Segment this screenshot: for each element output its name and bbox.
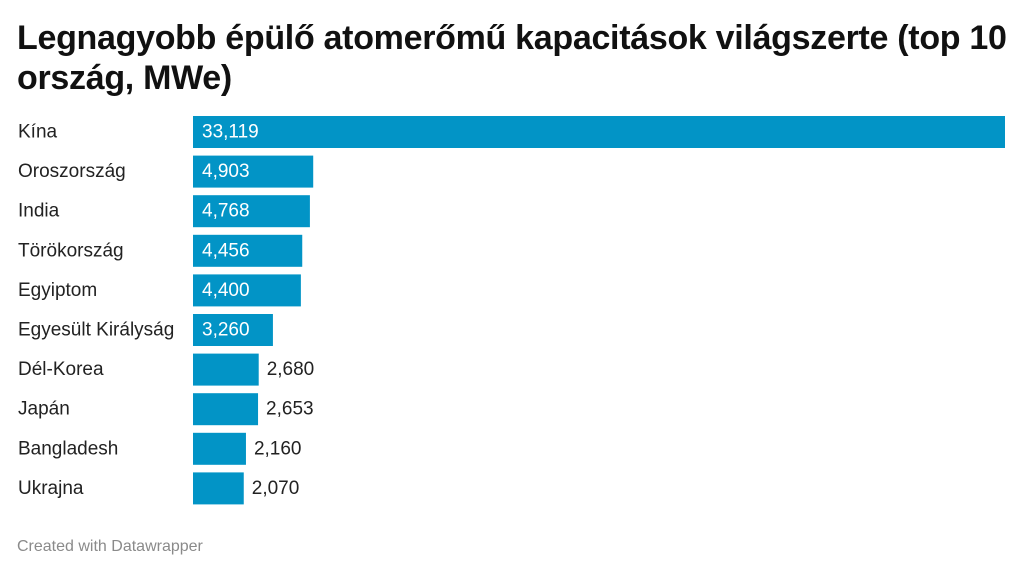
value-label: 3,260: [202, 320, 250, 341]
bar: [193, 432, 246, 465]
value-label: 4,456: [202, 240, 250, 261]
category-label: Japán: [18, 399, 70, 420]
bar: [193, 274, 301, 307]
category-label: Kína: [18, 122, 58, 143]
bar: [193, 472, 244, 505]
category-label: Egyesült Királyság: [18, 320, 174, 341]
category-label: Törökország: [18, 240, 124, 261]
category-label: Bangladesh: [18, 438, 118, 459]
datawrapper-credit: Created with Datawrapper: [17, 538, 203, 555]
value-label: 33,119: [202, 122, 259, 143]
bar: [193, 234, 303, 267]
bar: [193, 195, 310, 228]
value-label: 2,070: [252, 478, 300, 499]
category-label: Oroszország: [18, 161, 126, 182]
bar: [193, 353, 259, 386]
value-label: 2,653: [266, 399, 314, 420]
bar: [193, 155, 314, 188]
bar: [193, 314, 273, 346]
bar: [193, 393, 259, 426]
chart-title: Legnagyobb épülő atomerőmű kapacitások v…: [17, 19, 1007, 97]
category-label: Egyiptom: [18, 280, 97, 301]
value-label: 4,903: [202, 161, 250, 182]
category-label: Dél-Korea: [18, 359, 104, 380]
category-label: India: [18, 201, 60, 222]
category-label: Ukrajna: [18, 478, 84, 499]
value-label: 2,160: [254, 438, 302, 459]
value-label: 4,768: [202, 201, 250, 222]
value-label: 2,680: [267, 359, 315, 380]
bar: [193, 116, 1005, 148]
value-label: 4,400: [202, 280, 250, 301]
